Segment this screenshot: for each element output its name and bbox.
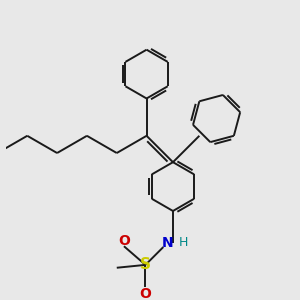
Text: N: N	[162, 236, 174, 250]
Text: O: O	[140, 287, 152, 300]
Text: H: H	[179, 236, 188, 249]
Text: O: O	[118, 234, 130, 248]
Text: S: S	[140, 257, 151, 272]
